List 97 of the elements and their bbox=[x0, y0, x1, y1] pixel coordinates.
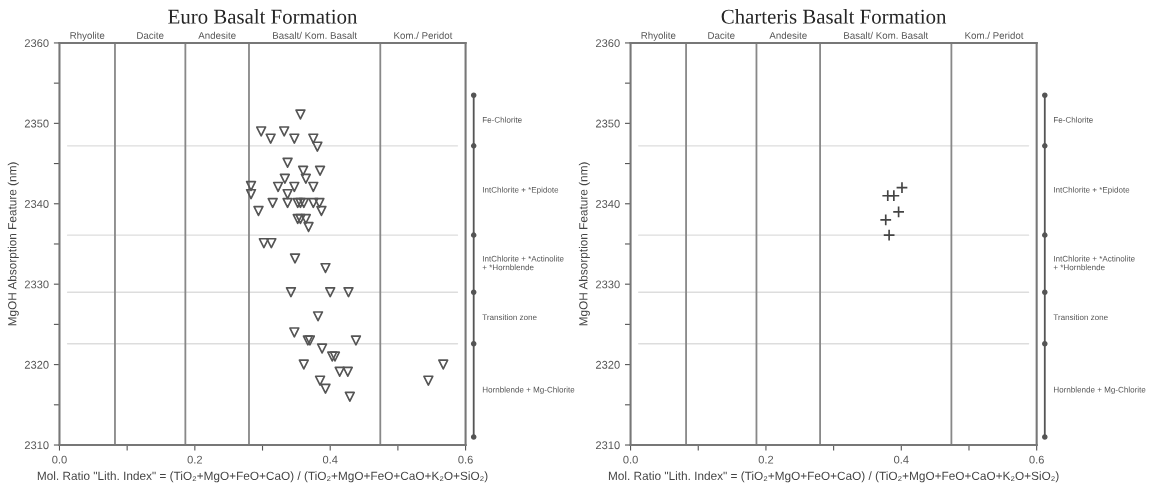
text: IntChlorite + *Actinolite + *Hornblende bbox=[1053, 255, 1135, 271]
point bbox=[342, 366, 354, 378]
point bbox=[350, 335, 362, 346]
text: Andesite bbox=[769, 31, 807, 39]
point bbox=[308, 181, 319, 193]
text: Basalt/ Kom. Basalt bbox=[844, 31, 929, 39]
point bbox=[320, 383, 331, 394]
point bbox=[316, 343, 328, 354]
point bbox=[300, 173, 312, 185]
x-tick-label: 0.0 bbox=[623, 455, 638, 464]
point bbox=[303, 221, 314, 233]
point bbox=[320, 262, 331, 274]
point bbox=[879, 213, 892, 227]
point bbox=[289, 133, 300, 144]
y-tick-label: 2360 bbox=[24, 39, 49, 48]
x-tick-label: 0.4 bbox=[322, 455, 338, 464]
point bbox=[438, 359, 449, 370]
point bbox=[344, 391, 356, 402]
x-tick-label: 0.6 bbox=[458, 455, 473, 464]
point bbox=[324, 286, 336, 298]
x-axis-title: Mol. Ratio "Lith. Index" = (TiO₂+MgO+FeO+CaO) / (TiO₂+MgO+FeO+CaO+K₂O+SiO₂) bbox=[37, 471, 488, 483]
text: Dacite bbox=[137, 31, 164, 39]
text: Rhyolite bbox=[70, 31, 105, 41]
point bbox=[258, 237, 270, 249]
point bbox=[892, 205, 905, 219]
text: Hornblende + Mg-Chlorite bbox=[482, 386, 575, 395]
point bbox=[423, 375, 434, 386]
y-tick-label: 2350 bbox=[24, 119, 49, 128]
point bbox=[298, 197, 310, 209]
point bbox=[308, 133, 319, 144]
text: Basalt/ Kom. Basalt bbox=[273, 31, 357, 39]
point bbox=[895, 181, 909, 194]
y-tick-label: 2330 bbox=[595, 280, 620, 289]
text: Kom./ Peridot bbox=[394, 31, 453, 39]
text: Andesite bbox=[198, 31, 236, 39]
point bbox=[272, 181, 284, 193]
y-tick-label: 2330 bbox=[24, 280, 49, 289]
text: IntChlorite + *Actinolite + *Hornblende bbox=[482, 255, 564, 271]
y-tick-label: 2320 bbox=[24, 360, 49, 369]
x-tick-label: 0.0 bbox=[52, 455, 67, 464]
point bbox=[278, 126, 290, 137]
point bbox=[887, 189, 901, 202]
text: Fe-Chlorite bbox=[482, 116, 522, 123]
chart-title: Charteris Basalt Formation bbox=[721, 9, 947, 24]
text: Fe-Chlorite bbox=[1054, 116, 1093, 123]
point bbox=[300, 213, 312, 225]
point bbox=[245, 188, 257, 200]
point bbox=[289, 181, 300, 193]
point bbox=[314, 197, 325, 209]
point bbox=[265, 133, 276, 144]
chart-title: Euro Basalt Formation bbox=[168, 9, 358, 24]
y-tick-label: 2340 bbox=[595, 200, 620, 208]
y-tick-label: 2310 bbox=[595, 441, 620, 450]
point bbox=[297, 165, 309, 177]
y-tick-label: 2310 bbox=[24, 441, 49, 450]
point bbox=[334, 366, 345, 378]
y-tick-label: 2340 bbox=[24, 200, 49, 208]
text: Transition zone bbox=[482, 314, 537, 321]
y-tick-label: 2320 bbox=[595, 360, 620, 369]
text: Rhyolite bbox=[641, 31, 676, 41]
point bbox=[285, 286, 297, 298]
x-tick-label: 0.6 bbox=[1029, 455, 1044, 464]
point bbox=[267, 197, 278, 209]
x-axis-title: Mol. Ratio "Lith. Index" = (TiO₂+MgO+FeO+CaO) / (TiO₂+MgO+FeO+CaO+K₂O+SiO₂) bbox=[608, 471, 1059, 483]
x-tick-label: 0.4 bbox=[894, 455, 909, 464]
point bbox=[282, 157, 293, 168]
y-axis-title: MgOH Absorption Feature (nm) bbox=[7, 162, 19, 326]
point bbox=[312, 141, 323, 152]
x-tick-label: 0.2 bbox=[187, 455, 202, 464]
point bbox=[314, 165, 326, 177]
x-tick-label: 0.2 bbox=[758, 455, 774, 464]
text: IntChlorite + *Epidote bbox=[482, 186, 559, 195]
point bbox=[312, 311, 324, 322]
point bbox=[289, 253, 301, 264]
point bbox=[298, 359, 310, 370]
point bbox=[282, 188, 293, 200]
point bbox=[245, 180, 257, 192]
point bbox=[314, 375, 326, 386]
point bbox=[282, 197, 293, 209]
point bbox=[295, 109, 306, 120]
y-axis-title: MgOH Absorption Feature (nm) bbox=[578, 162, 590, 326]
point bbox=[343, 286, 354, 298]
point bbox=[882, 228, 896, 242]
y-tick-label: 2360 bbox=[595, 39, 620, 48]
point bbox=[308, 197, 319, 209]
point bbox=[289, 327, 300, 338]
point bbox=[255, 126, 267, 137]
point bbox=[279, 173, 291, 185]
text: Dacite bbox=[708, 31, 735, 39]
point bbox=[316, 205, 327, 217]
text: Transition zone bbox=[1053, 314, 1108, 321]
y-tick-label: 2350 bbox=[595, 119, 620, 128]
point bbox=[253, 205, 264, 217]
text: Hornblende + Mg-Chlorite bbox=[1054, 386, 1146, 395]
text: IntChlorite + *Epidote bbox=[1054, 186, 1130, 195]
point bbox=[266, 237, 277, 249]
text: Kom./ Peridot bbox=[965, 31, 1024, 39]
